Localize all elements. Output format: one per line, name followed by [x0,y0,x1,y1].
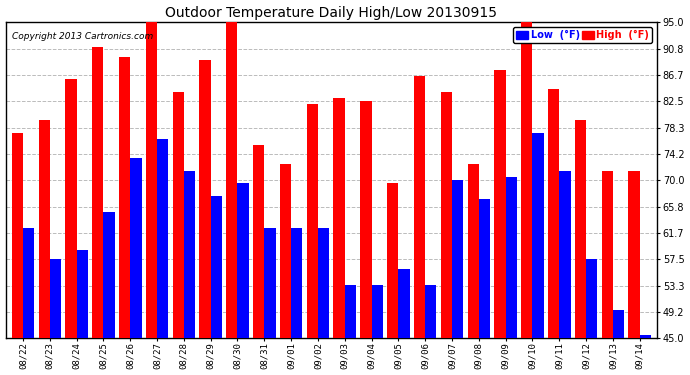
Bar [494,69,506,338]
Bar [533,133,544,338]
Bar [575,120,586,338]
Legend: Low  (°F), High  (°F): Low (°F), High (°F) [513,27,652,43]
Bar [318,228,329,338]
Bar [12,133,23,338]
Title: Outdoor Temperature Daily High/Low 20130915: Outdoor Temperature Daily High/Low 20130… [166,6,497,20]
Bar [66,79,77,338]
Bar [425,285,437,338]
Bar [586,260,598,338]
Bar [264,228,275,338]
Bar [640,335,651,338]
Bar [468,165,479,338]
Bar [291,228,302,338]
Bar [226,19,237,338]
Bar [157,139,168,338]
Bar [119,57,130,338]
Text: Copyright 2013 Cartronics.com: Copyright 2013 Cartronics.com [12,32,153,40]
Bar [92,47,104,338]
Bar [280,165,291,338]
Bar [506,177,517,338]
Bar [172,92,184,338]
Bar [387,183,398,338]
Bar [199,60,210,338]
Bar [146,19,157,338]
Bar [372,285,383,338]
Bar [414,76,425,338]
Bar [23,228,34,338]
Bar [548,88,560,338]
Bar [560,171,571,338]
Bar [452,180,463,338]
Bar [253,146,264,338]
Bar [184,171,195,338]
Bar [345,285,356,338]
Bar [521,22,533,338]
Bar [333,98,345,338]
Bar [602,171,613,338]
Bar [398,269,410,338]
Bar [613,310,624,338]
Bar [441,92,452,338]
Bar [50,260,61,338]
Bar [210,196,222,338]
Bar [77,250,88,338]
Bar [479,199,490,338]
Bar [629,171,640,338]
Bar [237,183,249,338]
Bar [104,212,115,338]
Bar [39,120,50,338]
Bar [306,104,318,338]
Bar [360,101,372,338]
Bar [130,158,141,338]
